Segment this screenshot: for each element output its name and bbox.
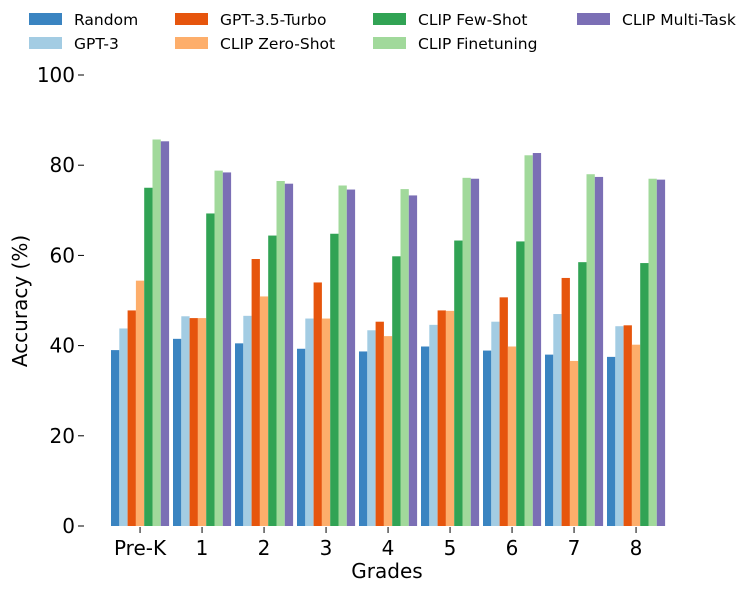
bar-clip-multi-task-5 [470,178,480,527]
legend-label-clip-few-shot: CLIP Few-Shot [418,11,527,29]
legend-label-clip-zero-shot: CLIP Zero-Shot [220,35,335,53]
bar-gpt-3-5-turbo-3 [313,282,322,526]
bar-random-6 [483,350,492,526]
bar-random-5 [421,346,430,526]
y-tick-label-0: 0 [62,514,75,538]
bar-gpt-3-5-turbo-4 [375,321,384,526]
legend-label-clip-multi-task: CLIP Multi-Task [622,11,736,29]
bar-clip-multi-task-8 [656,179,666,526]
bar-clip-zero-shot-5 [445,310,455,526]
bar-random-1 [173,338,182,526]
bar-clip-few-shot-2 [268,235,277,526]
bar-clip-zero-shot-7 [569,360,579,526]
bar-gpt-3-5-turbo-6 [499,297,508,526]
bar-gpt-3-1 [181,316,190,526]
bar-clip-multi-task-1 [222,172,232,527]
bar-random-3 [297,348,306,526]
bar-random-7 [545,354,554,526]
legend-label-gpt-3: GPT-3 [74,35,119,53]
bar-gpt-3-4 [367,330,376,526]
bar-random-4 [359,351,368,526]
y-tick-label-60: 60 [50,243,75,267]
x-tick-label-1: 1 [196,536,209,560]
bar-gpt-3-5-turbo-5 [437,310,446,526]
legend-label-random: Random [74,11,138,29]
bar-gpt-3-5-turbo-7 [561,277,570,526]
bar-clip-finetuning-7 [586,174,595,526]
bar-clip-zero-shot-pre-k [135,280,145,526]
bar-clip-finetuning-6 [524,155,533,526]
bar-clip-multi-task-2 [284,183,294,526]
bar-clip-zero-shot-8 [631,344,641,526]
bar-gpt-3-7 [553,314,562,526]
bar-clip-zero-shot-4 [383,336,393,526]
bar-gpt-3-3 [305,318,314,526]
bar-clip-few-shot-4 [392,256,401,526]
x-tick-label-6: 6 [506,536,519,560]
x-tick-label-8: 8 [630,536,643,560]
bar-gpt-3-pre-k [119,328,128,526]
bar-clip-few-shot-6 [516,241,525,527]
legend-swatch-clip-multi-task [577,13,610,25]
x-axis-label: Grades [351,559,422,583]
bar-clip-finetuning-4 [400,189,409,526]
bar-clip-multi-task-3 [346,189,356,527]
bar-clip-few-shot-1 [206,213,215,526]
y-tick-label-100: 100 [37,63,75,87]
bar-gpt-3-5-turbo-8 [623,325,632,526]
bar-gpt-3-8 [615,326,624,526]
bar-clip-zero-shot-1 [197,318,207,526]
legend-label-clip-finetuning: CLIP Finetuning [418,35,537,53]
bar-random-8 [607,356,616,527]
x-tick-label-3: 3 [320,536,333,560]
bar-gpt-3-2 [243,315,252,526]
bar-clip-few-shot-8 [640,263,649,526]
x-tick-label-4: 4 [382,536,395,560]
y-axis: 0 20 40 60 80 100 [37,63,84,538]
legend-swatch-gpt-3 [29,37,62,49]
bar-clip-finetuning-8 [648,178,657,527]
x-tick-label-pre-k: Pre-K [114,536,167,560]
bar-gpt-3-5-turbo-2 [251,259,260,526]
bars [111,139,666,527]
legend-swatch-gpt-3-5-turbo [175,13,208,25]
x-tick-label-5: 5 [444,536,457,560]
bar-clip-zero-shot-6 [507,346,517,526]
y-tick-label-20: 20 [50,424,75,448]
bar-clip-zero-shot-2 [259,296,269,526]
bar-random-2 [235,343,244,526]
x-tick-label-2: 2 [258,536,271,560]
x-axis: Pre-K 1 2 3 4 5 6 7 8 [114,527,642,560]
bar-clip-finetuning-pre-k [152,139,161,527]
y-axis-label: Accuracy (%) [8,235,32,367]
bar-clip-multi-task-pre-k [160,141,170,527]
x-tick-label-7: 7 [568,536,581,560]
bar-clip-multi-task-7 [594,176,604,526]
bar-gpt-3-6 [491,321,500,526]
bar-gpt-3-5-turbo-pre-k [127,310,136,526]
bar-gpt-3-5 [429,324,438,526]
bar-clip-multi-task-4 [408,195,418,527]
legend-swatch-clip-finetuning [373,37,406,49]
bar-clip-finetuning-3 [338,185,347,526]
legend-label-gpt-3-5-turbo: GPT-3.5-Turbo [220,11,326,29]
legend: Random GPT-3 GPT-3.5-Turbo CLIP Zero-Shot CL… [29,11,736,53]
bar-clip-few-shot-7 [578,262,587,526]
legend-swatch-clip-few-shot [373,13,406,25]
y-tick-label-80: 80 [50,153,75,177]
bar-gpt-3-5-turbo-1 [189,318,198,526]
legend-swatch-random [29,13,62,25]
bar-clip-finetuning-2 [276,180,285,527]
legend-swatch-clip-zero-shot [175,37,208,49]
bar-clip-finetuning-1 [214,170,223,527]
bar-clip-zero-shot-3 [321,318,331,526]
bar-random-pre-k [111,350,120,526]
y-tick-label-40: 40 [50,334,75,358]
bar-clip-few-shot-pre-k [144,187,153,526]
bar-clip-few-shot-5 [454,240,463,526]
bar-clip-few-shot-3 [330,233,339,526]
bar-clip-multi-task-6 [532,153,542,526]
bar-clip-finetuning-5 [462,177,471,526]
